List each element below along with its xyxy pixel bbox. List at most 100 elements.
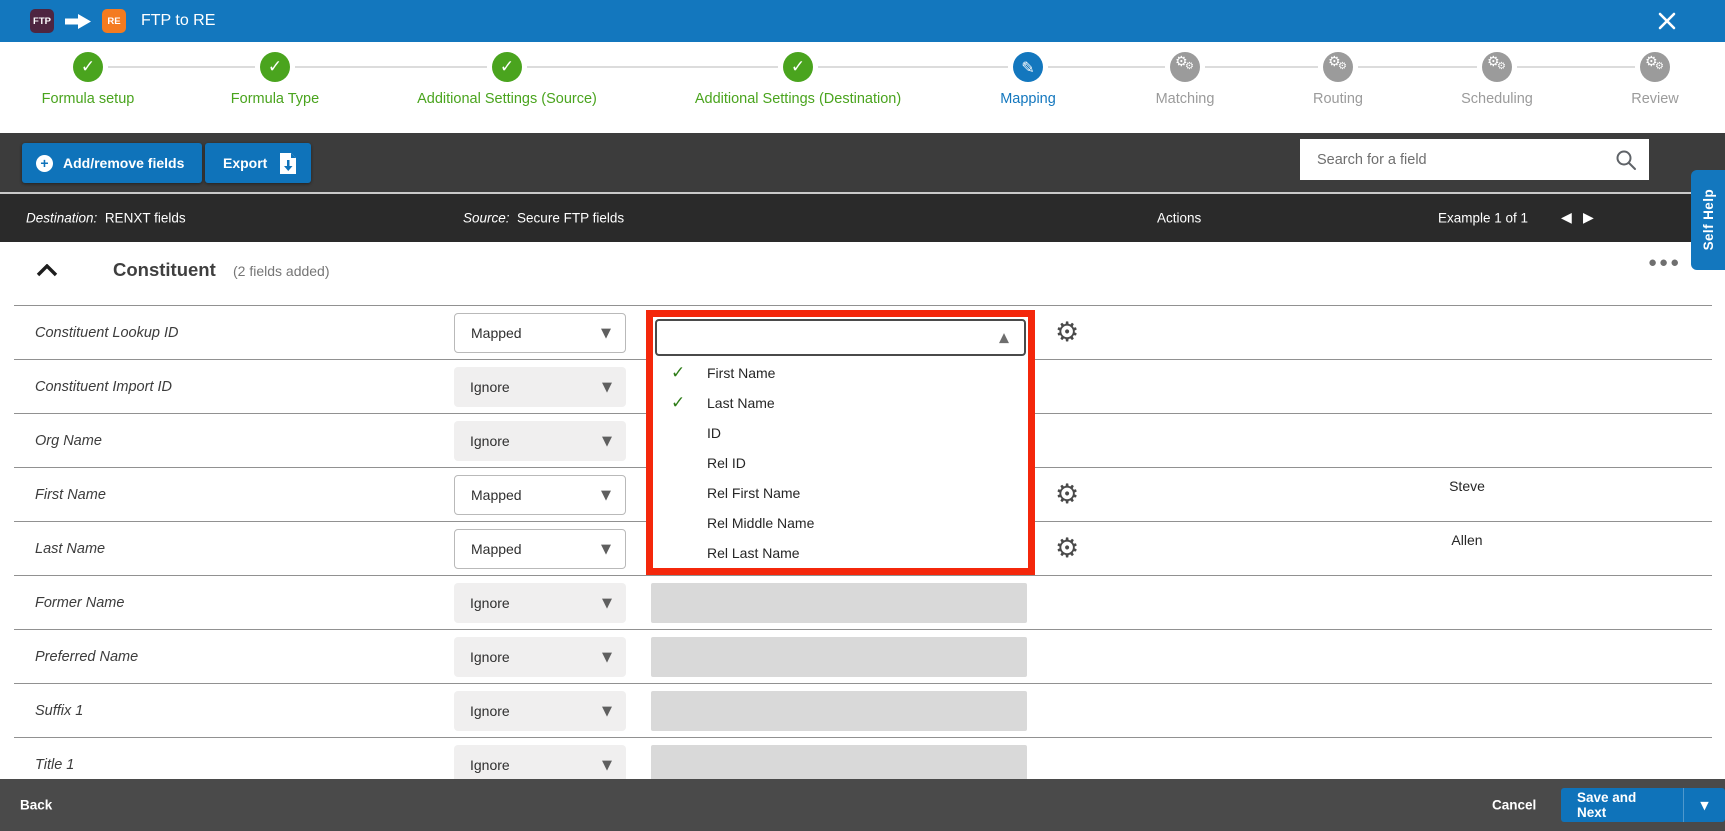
- section-title: Constituent: [113, 259, 216, 280]
- gear-icon[interactable]: ⚙: [1055, 478, 1080, 510]
- re-badge-icon: RE: [102, 9, 126, 33]
- dropdown-item-label: Rel First Name: [707, 485, 801, 501]
- step-label: Mapping: [1000, 91, 1056, 107]
- step-additional-settings-destination[interactable]: ✓ Additional Settings (Destination): [673, 52, 923, 107]
- section-field-count: (2 fields added): [233, 263, 330, 279]
- table-row: Title 1 Ignore ▼: [14, 737, 1712, 791]
- step-formula-type[interactable]: ✓ Formula Type: [150, 52, 400, 107]
- source-field-disabled: [651, 691, 1027, 731]
- mapping-select[interactable]: Mapped ▼: [454, 475, 626, 515]
- save-and-next-button[interactable]: Save and Next ▼: [1561, 788, 1725, 822]
- step-review[interactable]: ⚙ ⚙ Review: [1530, 52, 1725, 107]
- mapping-select[interactable]: Mapped ▼: [454, 313, 626, 353]
- step-label: Scheduling: [1461, 91, 1533, 107]
- dropdown-item[interactable]: Rel ID: [653, 448, 1028, 478]
- annotation-highlight-box: ▲ ✓ First Name ✓ Last Name ID Rel ID Rel…: [646, 310, 1035, 575]
- step-label: Additional Settings (Destination): [694, 91, 902, 107]
- gear-icon[interactable]: ⚙: [1055, 316, 1080, 348]
- source-value: Secure FTP fields: [517, 210, 625, 226]
- dropdown-item[interactable]: ✓ First Name: [653, 358, 1028, 388]
- gears-icon: ⚙ ⚙: [1640, 52, 1670, 82]
- step-matching[interactable]: ⚙ ⚙ Matching: [1060, 52, 1310, 107]
- step-mapping[interactable]: ✎ Mapping: [903, 52, 1153, 107]
- export-button[interactable]: Export: [205, 143, 312, 183]
- mapping-select-value: Ignore: [470, 649, 510, 665]
- dropdown-item[interactable]: Rel First Name: [653, 478, 1028, 508]
- save-options-dropdown[interactable]: ▼: [1683, 788, 1725, 822]
- step-routing[interactable]: ⚙ ⚙ Routing: [1213, 52, 1463, 107]
- mapping-select-value: Ignore: [470, 379, 510, 395]
- example-counter: Example 1 of 1: [1438, 210, 1529, 226]
- search-icon[interactable]: [1615, 149, 1637, 171]
- table-row: Constituent Lookup ID Mapped ▼ ⚙: [14, 305, 1712, 359]
- cancel-button[interactable]: Cancel: [1492, 797, 1537, 813]
- field-label: Constituent Import ID: [35, 378, 172, 395]
- ftp-badge-icon: FTP: [30, 9, 54, 33]
- constituent-section-header: Constituent (2 fields added) ●●●: [0, 242, 1725, 305]
- self-help-tab[interactable]: Self Help: [1691, 170, 1725, 270]
- step-additional-settings-source[interactable]: ✓ Additional Settings (Source): [382, 52, 632, 107]
- pencil-icon: ✎: [1021, 57, 1035, 77]
- mapping-columns-header: Destination: RENXT fields Source: Secure…: [0, 192, 1725, 242]
- mapping-select[interactable]: Mapped ▼: [454, 529, 626, 569]
- mapping-select-value: Mapped: [471, 487, 522, 503]
- mapping-select[interactable]: Ignore ▼: [454, 637, 626, 677]
- next-example-icon[interactable]: ▶: [1583, 210, 1594, 226]
- page-title: FTP to RE: [141, 12, 216, 29]
- dropdown-item-label: First Name: [707, 365, 776, 381]
- field-label: Preferred Name: [35, 648, 139, 665]
- step-connector: [108, 66, 255, 68]
- mapping-select-value: Ignore: [470, 757, 510, 773]
- section-more-menu-icon[interactable]: ●●●: [1648, 254, 1682, 271]
- chevron-down-icon: ▼: [602, 703, 612, 719]
- arrow-right-icon: [65, 13, 91, 29]
- check-icon: ✓: [671, 393, 686, 413]
- source-field-disabled: [651, 583, 1027, 623]
- dropdown-item[interactable]: Rel Last Name: [653, 538, 1028, 568]
- step-label: Review: [1631, 91, 1679, 107]
- mapping-select[interactable]: Ignore ▼: [454, 583, 626, 623]
- dropdown-item[interactable]: ID: [653, 418, 1028, 448]
- titlebar: FTP RE FTP to RE: [0, 0, 1725, 42]
- footer-bar: Back Cancel Save and Next ▼: [0, 779, 1725, 831]
- search-input[interactable]: [1315, 150, 1615, 169]
- table-row: Former Name Ignore ▼: [14, 575, 1712, 629]
- mapping-select[interactable]: Ignore ▼: [454, 691, 626, 731]
- actions-column-header: Actions: [1157, 210, 1202, 226]
- gear-icon[interactable]: ⚙: [1055, 532, 1080, 564]
- field-label: Constituent Lookup ID: [35, 324, 179, 341]
- chevron-down-icon: ▼: [602, 433, 612, 449]
- dropdown-item[interactable]: ✓ Last Name: [653, 388, 1028, 418]
- chevron-down-icon: ▼: [601, 487, 611, 503]
- dropdown-item-label: Rel Middle Name: [707, 515, 815, 531]
- step-connector: [1205, 66, 1318, 68]
- gears-icon: ⚙ ⚙: [1482, 52, 1512, 82]
- dropdown-item-label: Rel ID: [707, 455, 746, 471]
- step-formula-setup[interactable]: ✓ Formula setup: [0, 52, 213, 107]
- check-icon: ✓: [790, 57, 806, 77]
- back-button[interactable]: Back: [20, 797, 53, 813]
- chevron-down-icon: ▼: [602, 649, 612, 665]
- dropdown-item-label: ID: [707, 425, 721, 441]
- close-icon[interactable]: [1657, 11, 1677, 31]
- mapping-select-value: Ignore: [470, 595, 510, 611]
- field-label: Last Name: [35, 540, 106, 557]
- chevron-down-icon: ▼: [602, 595, 612, 611]
- step-scheduling[interactable]: ⚙ ⚙ Scheduling: [1372, 52, 1622, 107]
- source-label: Source:: [463, 210, 510, 226]
- collapse-chevron-icon[interactable]: [36, 263, 58, 282]
- mapping-select[interactable]: Ignore ▼: [454, 421, 626, 461]
- previous-example-icon[interactable]: ◀: [1561, 210, 1572, 226]
- add-remove-fields-button[interactable]: + Add/remove fields: [22, 143, 203, 183]
- source-field-combobox[interactable]: ▲: [655, 319, 1026, 356]
- source-column-header: Source: Secure FTP fields: [463, 211, 624, 226]
- chevron-down-icon: ▼: [602, 757, 612, 773]
- mapping-select-value: Ignore: [470, 703, 510, 719]
- mapping-select-value: Mapped: [471, 541, 522, 557]
- check-icon: ✓: [671, 363, 686, 383]
- check-icon: ✓: [80, 57, 96, 77]
- mapping-select-value: Ignore: [470, 433, 510, 449]
- mapping-select[interactable]: Ignore ▼: [454, 745, 626, 785]
- mapping-select[interactable]: Ignore ▼: [454, 367, 626, 407]
- dropdown-item[interactable]: Rel Middle Name: [653, 508, 1028, 538]
